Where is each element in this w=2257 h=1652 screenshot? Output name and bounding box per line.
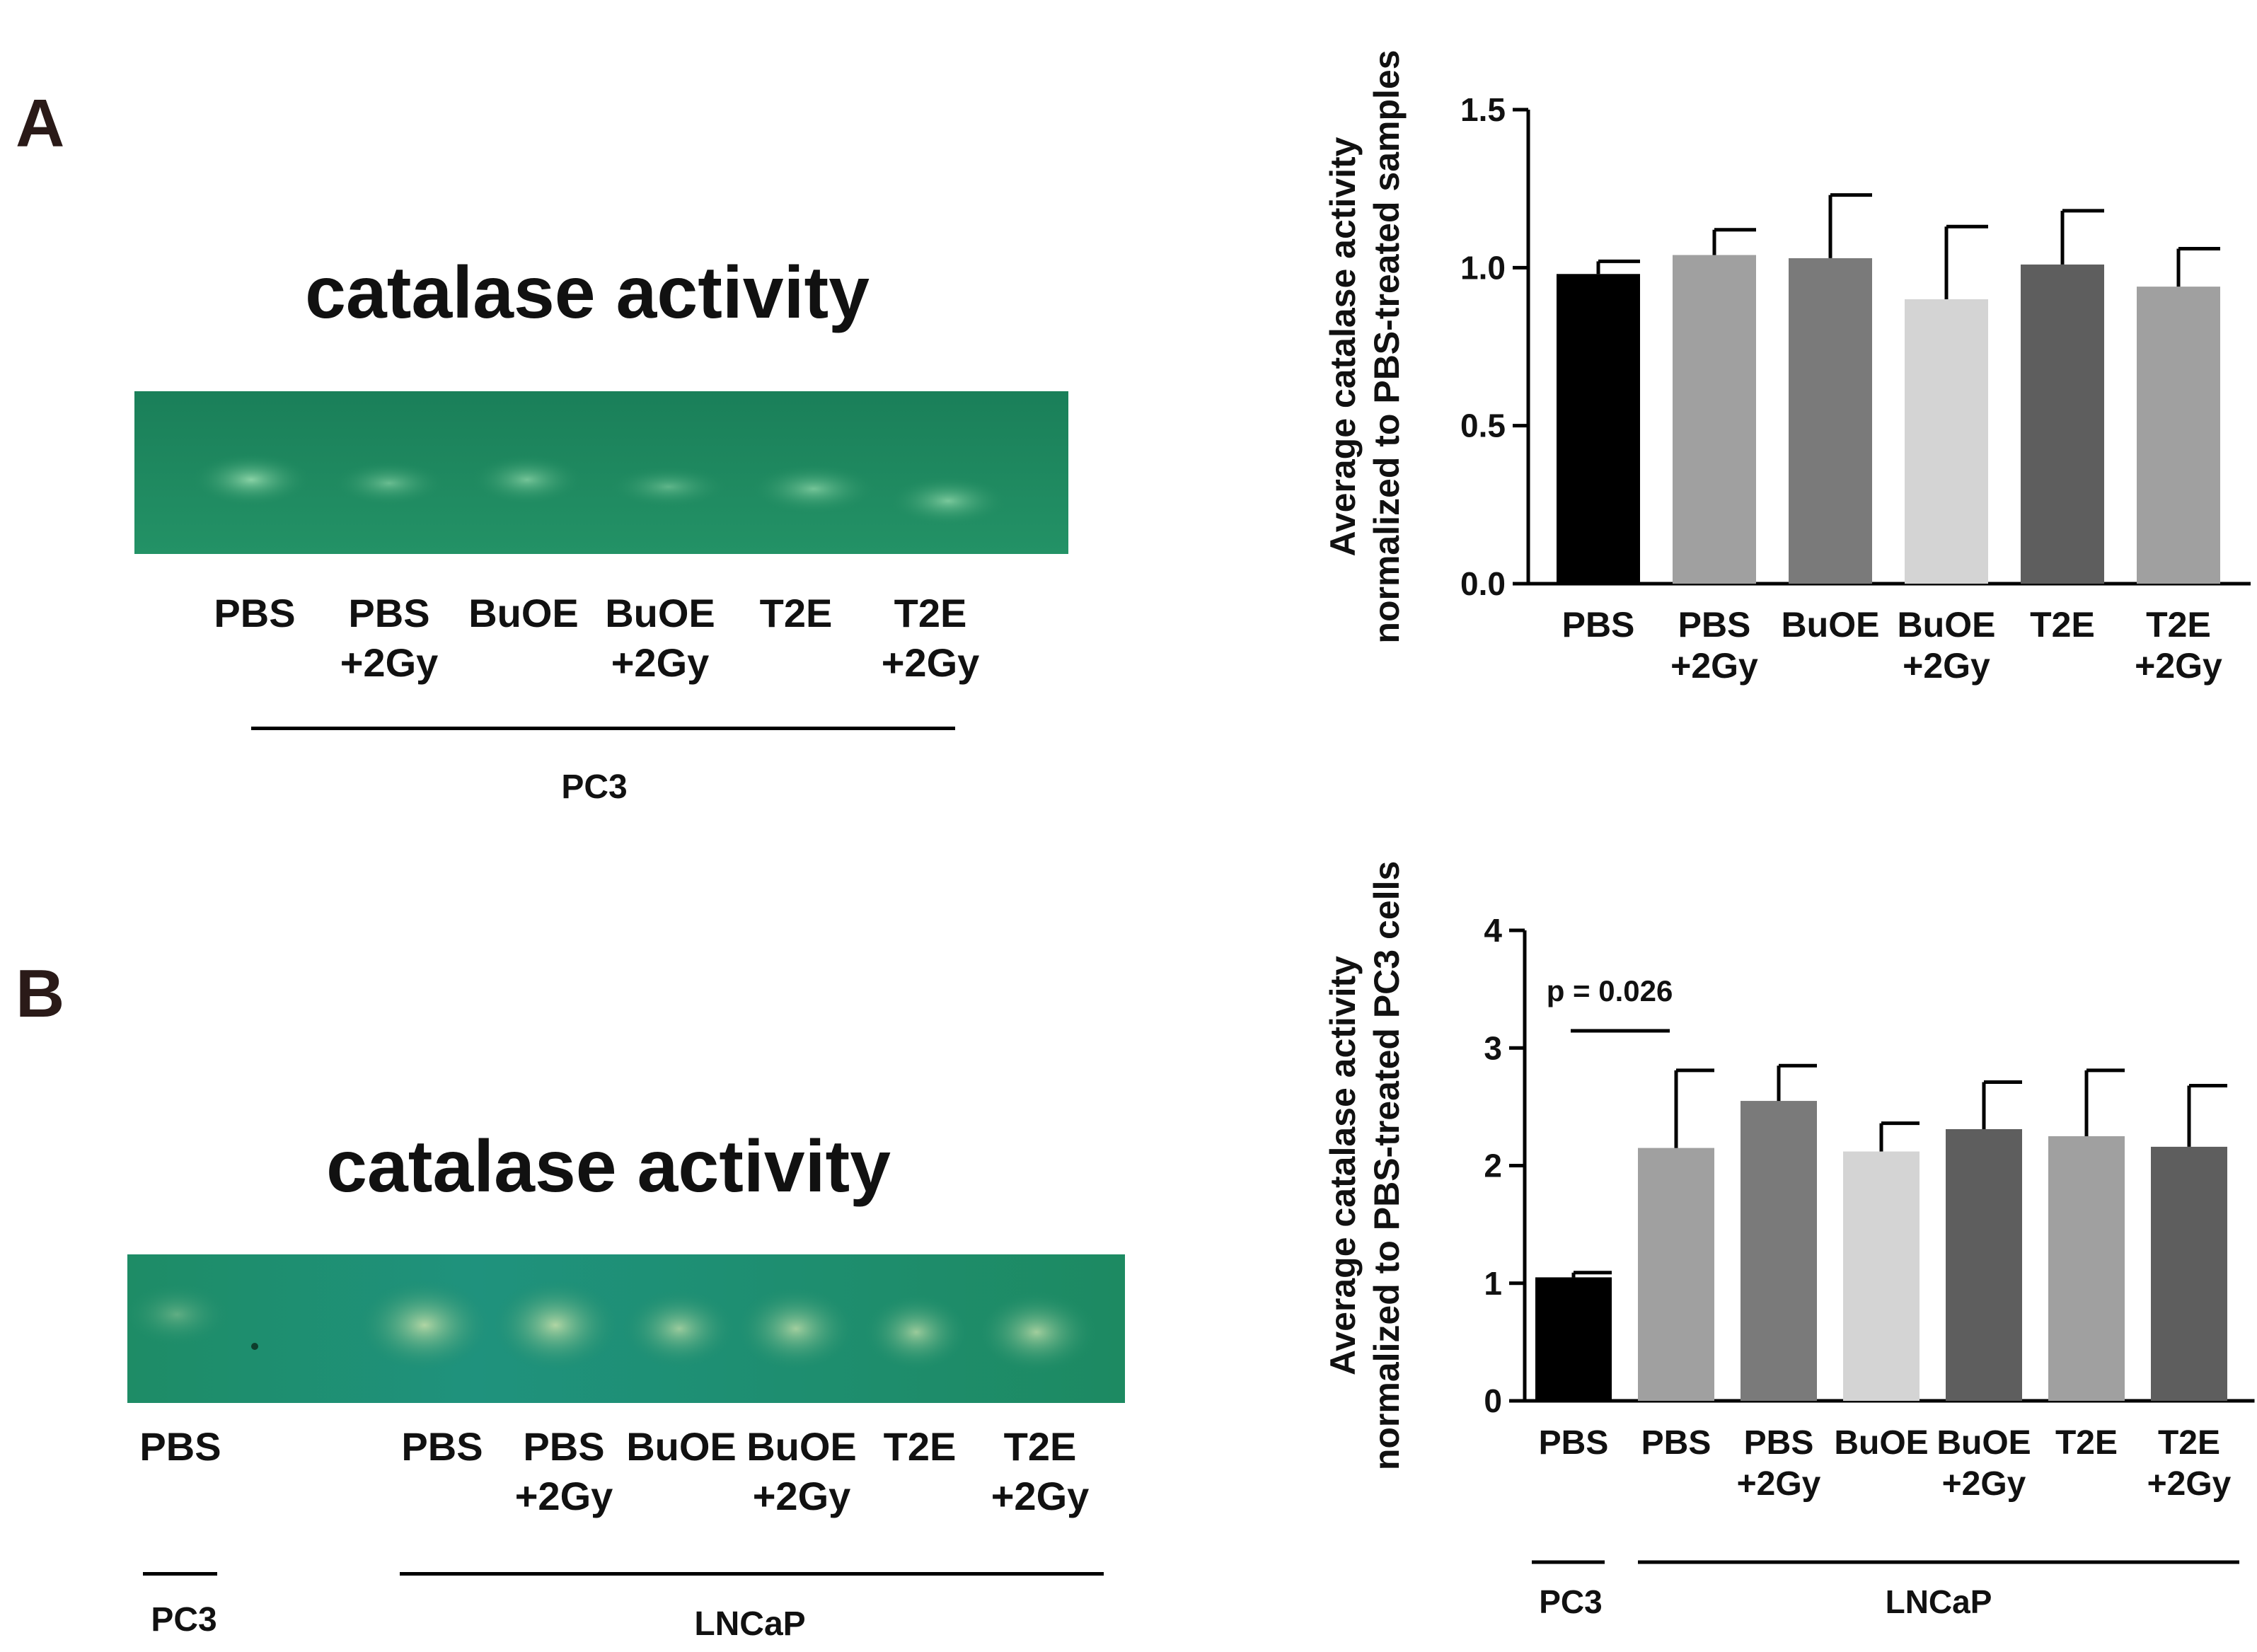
gel-b-lane-label-6: T2E (883, 1424, 957, 1469)
chart-b-group-label-lncap: LNCaP (1886, 1583, 1992, 1620)
gel-b-lane-label-5: BuOE +2Gy (746, 1424, 857, 1518)
chart-1-bar (1638, 1148, 1714, 1401)
chart-1-bar (1843, 1151, 1920, 1401)
chart-1-ytick-label: 0 (1484, 1382, 1502, 1419)
chart-1-category-label: PBS (1744, 1424, 1814, 1462)
gel-b-lane-label-4: BuOE (626, 1424, 737, 1469)
chart-0-ylabel-line1: Average catalase activity (1323, 137, 1363, 556)
panel-b-letter: B (16, 956, 65, 1032)
chart-1-ylabel-line1: Average catalase activity (1323, 956, 1363, 1375)
gel-a-lane-label-4: BuOE +2Gy (605, 591, 715, 685)
chart-1-category-label-line2: +2Gy (1737, 1465, 1821, 1503)
gel-b-band-5 (736, 1286, 856, 1371)
gel-b-band-6 (863, 1293, 969, 1371)
chart-1-category-label: T2E (2055, 1424, 2118, 1462)
chart-0-category-label-line2: +2Gy (1670, 646, 1758, 686)
gel-a-band-1 (191, 453, 311, 507)
chart-1-category-label: BuOE (1936, 1424, 2031, 1462)
panel-b-gel-bands (124, 1254, 1125, 1403)
gel-b-band-7 (976, 1291, 1097, 1373)
panel-b-gel-title: catalase activity (326, 1126, 891, 1208)
chart-1-bar (1946, 1128, 2022, 1401)
chart-0-ytick-label: 1.5 (1460, 91, 1506, 128)
gel-a-band-5 (750, 463, 877, 514)
chart-0-ylabel-line2: normalized to PBS-treated samples (1367, 50, 1407, 643)
chart-0-category-label: PBS (1562, 605, 1635, 645)
gel-b-speck (251, 1343, 258, 1350)
chart-1-category-label: T2E (2158, 1424, 2220, 1462)
chart-1-bar (1741, 1101, 1817, 1401)
gel-a-lane-label-3: BuOE (468, 591, 579, 635)
chart-1-ytick-label: 4 (1484, 912, 1502, 949)
panel-a-letter: A (16, 86, 65, 161)
chart-1-bar (2151, 1146, 2227, 1401)
gel-b-band-4 (623, 1290, 736, 1368)
chart-b-group-label-pc3: PC3 (1539, 1583, 1602, 1620)
chart-0-category-label: BuOE (1782, 605, 1880, 645)
chart-1-category-label-line2: +2Gy (2147, 1465, 2232, 1503)
panel-b-gel-image (124, 1254, 1125, 1403)
gel-a-band-6 (888, 475, 1008, 526)
gel-a-lane-label-6: T2E +2Gy (881, 591, 980, 685)
gel-b-lane-label-3: PBS +2Gy (514, 1424, 613, 1518)
chart-1-category-label: PBS (1539, 1424, 1609, 1462)
chart-a: Average catalase activity normalized to P… (1323, 50, 2251, 686)
gel-a-group-label: PC3 (561, 768, 628, 806)
chart-0-bar (1789, 258, 1872, 584)
gel-a-lane-label-1: PBS (214, 591, 296, 635)
chart-0-bar (1557, 274, 1640, 584)
chart-0-category-label-line2: +2Gy (1903, 646, 1990, 686)
gel-b-group-line-lncap (400, 1572, 1104, 1576)
chart-0-category-label: T2E (2030, 605, 2095, 645)
chart-1-ylabel-line2: normalized to PBS-treated PC3 cells (1367, 861, 1407, 1470)
gel-b-lane-label-2: PBS (401, 1424, 483, 1469)
chart-0-category-label: PBS (1678, 605, 1751, 645)
chart-1-category-label-line2: +2Gy (1942, 1465, 2026, 1503)
chart-0-bar (2137, 287, 2220, 584)
gel-a-band-3 (471, 454, 584, 505)
chart-0-bar (1905, 299, 1988, 584)
gel-b-band-1 (124, 1283, 230, 1346)
chart-0-bar (1673, 255, 1756, 584)
gel-a-lane-label-5: T2E (759, 591, 833, 635)
chart-1-bar (1535, 1277, 1612, 1401)
chart-0-category-label: T2E (2146, 605, 2211, 645)
chart-1-category-label: PBS (1641, 1424, 1711, 1462)
chart-0-ytick-label: 0.5 (1460, 408, 1506, 444)
gel-b-lane-label-7: T2E +2Gy (991, 1424, 1090, 1518)
chart-1-ytick-label: 3 (1484, 1029, 1502, 1066)
panel-a-gel-title: catalase activity (305, 252, 870, 334)
gel-b-group-label-lncap: LNCaP (694, 1605, 806, 1643)
gel-b-band-3 (492, 1279, 619, 1371)
gel-a-lane-label-2: PBS +2Gy (340, 591, 439, 685)
chart-1-ytick-label: 2 (1484, 1148, 1502, 1184)
gel-a-band-4 (608, 466, 729, 508)
chart-1-bar (2048, 1136, 2125, 1401)
chart-b-p-value: p = 0.026 (1547, 974, 1673, 1007)
gel-a-band-2 (333, 461, 446, 506)
chart-0-bar (2021, 264, 2104, 584)
panel-a-gel-bands (134, 391, 1068, 554)
chart-0-category-label-line2: +2Gy (2135, 646, 2222, 686)
chart-b: Average catalase activity normalized to P… (1323, 861, 2255, 1620)
gel-a-group-line (251, 727, 955, 730)
gel-b-lane-label-1: PBS (139, 1424, 221, 1469)
gel-b-band-2 (357, 1279, 492, 1371)
gel-b-group-label-pc3: PC3 (151, 1601, 217, 1639)
chart-0-ytick-label: 0.0 (1460, 565, 1506, 602)
panel-a-gel-image (134, 391, 1068, 554)
chart-1-category-label: BuOE (1834, 1424, 1928, 1462)
chart-0-category-label: BuOE (1898, 605, 1996, 645)
gel-b-group-line-pc3 (143, 1572, 217, 1576)
chart-0-ytick-label: 1.0 (1460, 249, 1506, 286)
chart-1-ytick-label: 1 (1484, 1265, 1502, 1302)
